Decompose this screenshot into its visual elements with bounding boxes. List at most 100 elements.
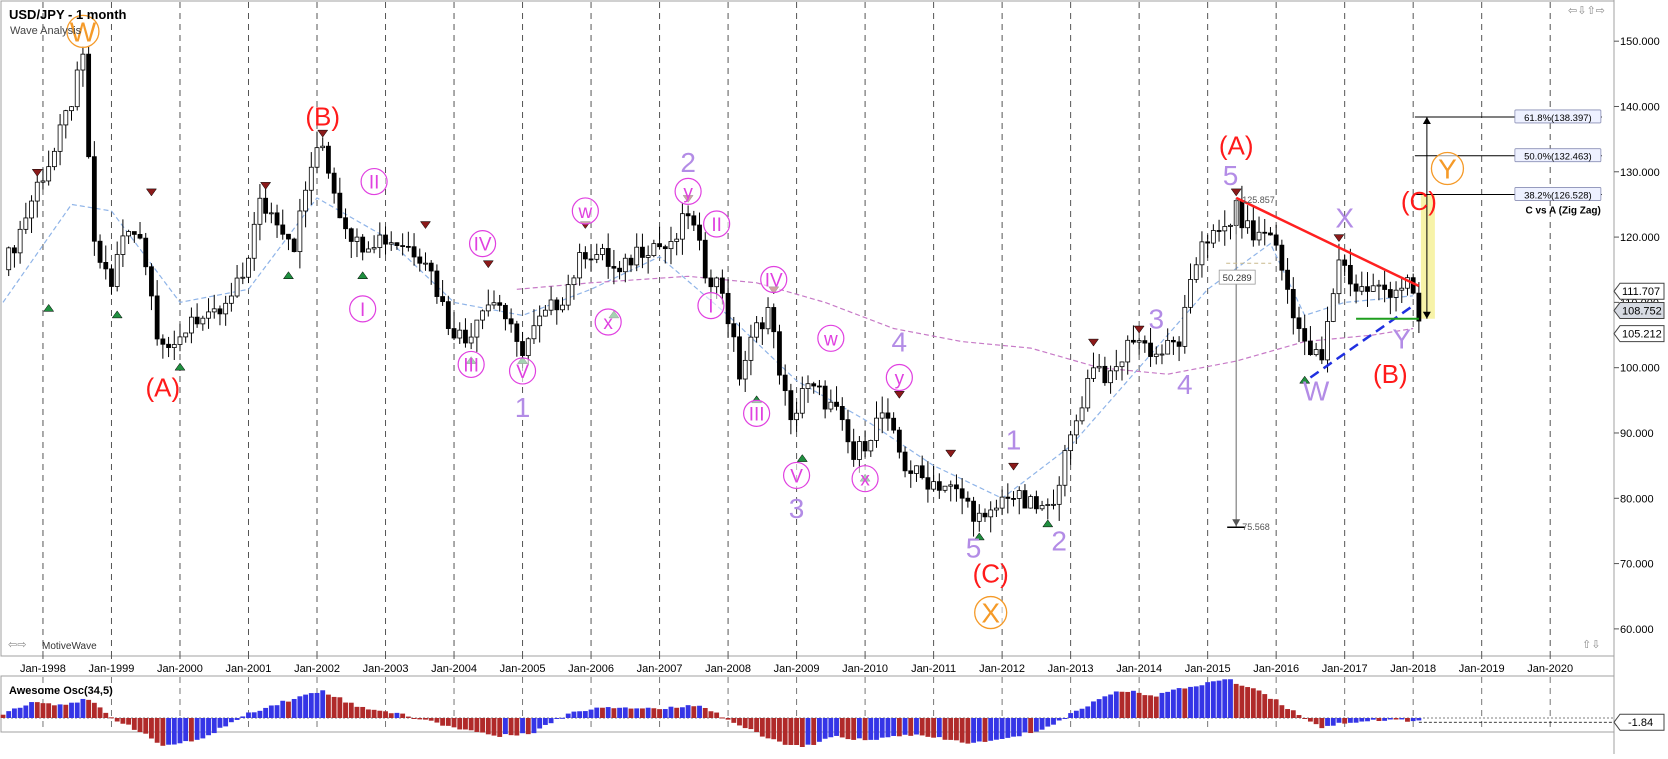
candle-body — [891, 417, 897, 431]
expand-right-icon[interactable]: ⇨ — [1595, 4, 1605, 17]
osc-bar — [263, 707, 269, 718]
candle-body — [223, 302, 229, 315]
candle-body — [1165, 339, 1171, 355]
minimize-icon[interactable]: ⇩ — [1577, 4, 1587, 17]
candle-body — [234, 277, 240, 297]
candle-body — [1399, 287, 1405, 291]
wave-label-magenta: w — [577, 202, 592, 223]
osc-bar — [1296, 715, 1302, 718]
candle-body — [1279, 244, 1285, 271]
candle-body — [474, 319, 480, 338]
candle-body — [582, 252, 588, 260]
osc-bar — [1410, 718, 1416, 722]
osc-bar — [948, 718, 954, 740]
chart-title: USD/JPY - 1 month — [9, 7, 127, 22]
osc-bar — [80, 698, 86, 718]
wave-circle-orange — [66, 14, 100, 49]
osc-bar — [291, 698, 297, 718]
osc-bar — [765, 718, 771, 739]
candle-body — [1011, 498, 1016, 500]
candle-body — [23, 217, 29, 230]
scroll-right-icon[interactable]: ⇨ — [17, 638, 27, 651]
candle-body — [879, 412, 885, 419]
osc-bar — [1399, 718, 1405, 720]
pivot-high-marker — [945, 449, 957, 458]
osc-bar — [1130, 690, 1136, 718]
candle-body — [1285, 269, 1290, 290]
candle-body — [206, 311, 211, 319]
osc-bar — [91, 702, 97, 718]
osc-bar — [1113, 691, 1119, 718]
price-tags: 111.707 108.752 105.212 — [1613, 282, 1665, 343]
candle-body — [971, 500, 976, 522]
x-tick-label: Jan-2017 — [1322, 663, 1368, 675]
osc-bar — [702, 707, 708, 718]
osc-bar — [97, 707, 103, 718]
scroll-controls[interactable]: ⇦⇨ — [8, 638, 26, 651]
price-tag — [1613, 302, 1665, 320]
candle-body — [1210, 230, 1216, 244]
pivot-low-marker — [973, 532, 985, 541]
osc-bar — [34, 702, 40, 718]
wave-label-purple: W — [1303, 376, 1330, 407]
osc-bar — [1313, 718, 1319, 725]
pivot-high-marker — [419, 221, 431, 229]
price-tag-label: 105.212 — [1622, 329, 1662, 341]
candle-body — [954, 484, 959, 490]
candle-body — [885, 412, 891, 419]
osc-bar — [874, 718, 879, 740]
maximize-icon[interactable]: ⇧ — [1586, 4, 1596, 17]
x-tick-label: Jan-2000 — [157, 663, 203, 675]
candle-body — [80, 53, 86, 71]
candle-body — [828, 401, 834, 410]
candle-body — [246, 257, 251, 278]
x-tick-label: Jan-2005 — [500, 663, 546, 675]
x-tick-label: Jan-2016 — [1253, 663, 1299, 675]
candle-body — [754, 322, 760, 338]
candle-body — [1045, 504, 1051, 506]
osc-bar — [942, 718, 948, 740]
candle-body — [548, 299, 554, 311]
trendline-blue-dashed — [1309, 304, 1414, 379]
osc-bar — [525, 718, 531, 735]
zoom-out-icon[interactable]: ⇩ — [1591, 638, 1601, 651]
candle-body — [451, 328, 457, 339]
collapse-left-icon[interactable]: ⇦ — [1568, 4, 1578, 17]
osc-bar — [782, 718, 788, 745]
osc-bar — [1005, 718, 1011, 738]
candle-body — [149, 266, 154, 297]
osc-bar — [485, 718, 491, 735]
candle-body — [320, 145, 326, 149]
osc-bar — [816, 718, 822, 742]
grid — [42, 2, 1551, 731]
candle-body — [1382, 284, 1388, 290]
candle-body — [640, 246, 645, 258]
candle-body — [1051, 503, 1056, 506]
y-axis: 60.00070.00080.00090.000100.000110.00012… — [1614, 36, 1660, 636]
candle-body — [1256, 231, 1262, 241]
osc-bar — [788, 718, 794, 745]
zoom-in-icon[interactable]: ⇧ — [1582, 638, 1592, 651]
candle-body — [69, 106, 74, 112]
osc-bar — [565, 713, 571, 718]
osc-bar — [303, 694, 309, 718]
wave-label-magenta: V — [790, 466, 803, 487]
osc-bar — [571, 711, 577, 718]
osc-bar — [1136, 692, 1142, 718]
wave-circle-magenta — [457, 350, 485, 379]
candle-body — [1393, 289, 1399, 298]
candle-body — [651, 243, 657, 256]
osc-bar — [714, 712, 720, 718]
wave-label-red: (A) — [146, 372, 181, 402]
osc-bar — [1330, 718, 1336, 726]
fib-arrow-icon — [1422, 116, 1431, 124]
scroll-left-icon[interactable]: ⇦ — [8, 638, 18, 651]
zoom-controls[interactable]: ⇧⇩ — [1582, 638, 1600, 651]
candle-body — [1085, 378, 1091, 409]
osc-value-tag — [1613, 713, 1665, 731]
panel-controls[interactable]: ⇦⇩⇧⇨ — [1568, 4, 1605, 17]
candle-body — [143, 237, 149, 268]
osc-bar — [1165, 691, 1171, 718]
wave-circle-magenta — [468, 230, 497, 258]
